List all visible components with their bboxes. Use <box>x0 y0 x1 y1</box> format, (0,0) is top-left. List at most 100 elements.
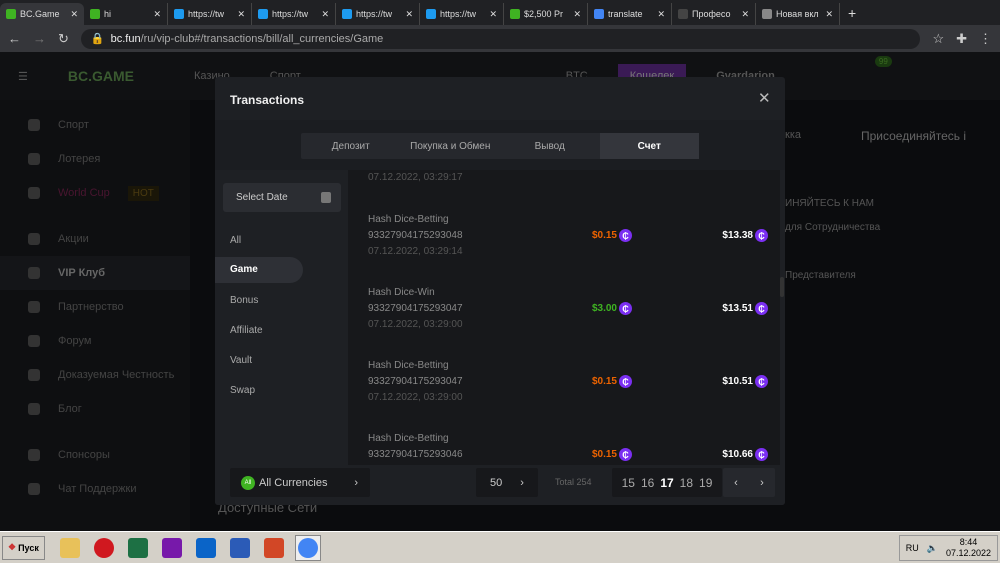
page-size-select[interactable]: 50 › <box>476 468 538 497</box>
filter-bonus[interactable]: Bonus <box>230 295 259 306</box>
taskbar-app-opera[interactable] <box>91 535 117 561</box>
close-tab-icon[interactable]: ✕ <box>657 8 665 19</box>
tab-favicon-icon <box>342 9 352 19</box>
sidebar-item[interactable]: World Cup HOT <box>0 176 190 210</box>
close-tab-icon[interactable]: ✕ <box>573 8 581 19</box>
new-tab-button[interactable]: + <box>848 5 857 21</box>
filter-all[interactable]: All <box>230 235 242 246</box>
close-tab-icon[interactable]: ✕ <box>825 8 833 19</box>
filter-swap[interactable]: Swap <box>230 385 256 396</box>
language-indicator[interactable]: RU <box>905 543 919 553</box>
tab-withdraw[interactable]: Вывод <box>534 140 565 152</box>
page-16[interactable]: 16 <box>640 475 655 490</box>
row-name: Hash Dice-Betting <box>368 214 449 225</box>
reload-icon[interactable]: ↻ <box>58 30 69 46</box>
balance-value: $10.66 <box>722 449 753 460</box>
currency-filter-button[interactable]: All All Currencies › <box>230 468 370 497</box>
url-input[interactable]: 🔒 bc.fun/ru/vip-club#/transactions/bill/a… <box>80 28 921 49</box>
taskbar-app-onenote[interactable] <box>159 535 185 561</box>
taskbar-app-chrome[interactable] <box>294 534 321 561</box>
powerpoint-icon <box>263 537 284 558</box>
volume-icon[interactable]: 🔈 <box>926 542 938 553</box>
sidebar-item[interactable]: Спорт <box>0 108 190 142</box>
page-17[interactable]: 17 <box>660 475 674 490</box>
hamburger-icon[interactable]: ☰ <box>18 70 28 83</box>
sidebar-item[interactable]: Доказуемая Честность <box>0 358 190 392</box>
page-18[interactable]: 18 <box>679 475 694 490</box>
logo[interactable]: BC.GAME <box>67 68 134 84</box>
browser-tab[interactable]: https://tw ✕ <box>252 3 336 25</box>
browser-tab[interactable]: Новая вкл ✕ <box>756 3 840 25</box>
tab-buy-exchange[interactable]: Покупка и Обмен <box>410 140 491 152</box>
sidebar-item[interactable]: Лотерея <box>0 142 190 176</box>
row-balance: $10.66 ₵ <box>722 448 768 461</box>
select-date-button[interactable]: Select Date <box>223 183 341 212</box>
extensions-icon[interactable]: ✚ <box>956 30 967 46</box>
tab-deposit[interactable]: Депозит <box>331 140 370 152</box>
table-row[interactable]: Hash Dice-Win 93327904175293047 07.12.2022… <box>368 285 768 345</box>
tab-title: https://tw <box>440 9 477 19</box>
onenote-icon <box>161 537 182 558</box>
browser-tab[interactable]: $2,500 Pr ✕ <box>504 3 588 25</box>
coin-icon: ₵ <box>755 229 768 242</box>
menu-icon[interactable]: ⋮ <box>979 30 992 46</box>
close-tab-icon[interactable]: ✕ <box>153 8 161 19</box>
chevron-right-icon: › <box>520 476 524 489</box>
close-tab-icon[interactable]: ✕ <box>237 8 245 19</box>
row-amount: $0.15 ₵ <box>592 375 632 388</box>
table-row[interactable]: Hash Dice-Betting 93327904175293048 07.12.… <box>368 212 768 272</box>
sidebar-item[interactable]: Чат Поддержки <box>0 472 190 506</box>
coin-icon: ₵ <box>619 302 632 315</box>
sidebar-item-label: Блог <box>58 403 82 415</box>
close-tab-icon[interactable]: ✕ <box>741 8 749 19</box>
taskbar-app-word[interactable] <box>227 535 253 561</box>
browser-tab[interactable]: translate ✕ <box>588 3 672 25</box>
taskbar-app-excel[interactable] <box>125 535 151 561</box>
close-tab-icon[interactable]: ✕ <box>489 8 497 19</box>
close-tab-icon[interactable]: ✕ <box>70 8 78 19</box>
sidebar-item-icon <box>28 301 40 313</box>
browser-tab[interactable]: https://tw ✕ <box>336 3 420 25</box>
row-balance: $10.51 ₵ <box>722 375 768 388</box>
close-icon[interactable]: ✕ <box>758 90 771 107</box>
taskbar-app-powerpoint[interactable] <box>261 535 287 561</box>
tab-bill[interactable]: Счет <box>599 133 699 159</box>
sidebar-item-icon <box>28 369 40 381</box>
row-id: 93327904175293047 <box>368 376 463 387</box>
clock[interactable]: 8:44 07.12.2022 <box>945 537 991 558</box>
lock-icon: 🔒 <box>90 33 105 45</box>
sidebar-item[interactable]: Блог <box>0 392 190 426</box>
browser-tab[interactable]: hi ✕ <box>84 3 168 25</box>
taskbar-app-explorer[interactable] <box>57 535 83 561</box>
sidebar-item[interactable]: Спонсоры <box>0 438 190 472</box>
star-icon[interactable]: ☆ <box>932 30 945 46</box>
browser-tab[interactable]: https://tw ✕ <box>168 3 252 25</box>
sidebar-item[interactable]: Форум <box>0 324 190 358</box>
close-tab-icon[interactable]: ✕ <box>321 8 329 19</box>
scrollbar[interactable] <box>780 277 784 297</box>
browser-tab[interactable]: https://tw ✕ <box>420 3 504 25</box>
close-tab-icon[interactable]: ✕ <box>405 8 413 19</box>
prev-page-button[interactable]: ‹ <box>734 476 738 489</box>
transaction-list: 07.12.2022, 03:29:17 Hash Dice-Betting 93… <box>348 170 780 465</box>
filter-affiliate[interactable]: Affiliate <box>230 325 263 336</box>
sidebar-item-label: Лотерея <box>58 153 101 165</box>
next-page-button[interactable]: › <box>760 476 764 489</box>
filter-game[interactable]: Game <box>215 257 303 283</box>
modal-title: Transactions <box>230 93 305 107</box>
browser-tab[interactable]: BC.Game ✕ <box>0 3 84 25</box>
table-row[interactable]: Hash Dice-Betting 93327904175293047 07.12.… <box>368 358 768 418</box>
table-row[interactable]: Hash Dice-Betting 93327904175293046 $0.15 ₵… <box>368 431 768 465</box>
sidebar-item-icon <box>28 449 40 461</box>
back-icon[interactable]: ← <box>8 31 21 46</box>
browser-tab[interactable]: Професо ✕ <box>672 3 756 25</box>
start-button[interactable]: ❖ Пуск <box>2 535 45 560</box>
taskbar-app-outlook[interactable] <box>193 535 219 561</box>
sidebar-item[interactable]: Акции <box>0 222 190 256</box>
sidebar-item[interactable]: VIP Клуб <box>0 256 190 290</box>
page-19[interactable]: 19 <box>699 475 713 490</box>
filter-vault[interactable]: Vault <box>230 355 253 366</box>
forward-icon[interactable]: → <box>33 31 46 46</box>
sidebar-item[interactable]: Партнерство <box>0 290 190 324</box>
page-15[interactable]: 15 <box>621 475 635 490</box>
